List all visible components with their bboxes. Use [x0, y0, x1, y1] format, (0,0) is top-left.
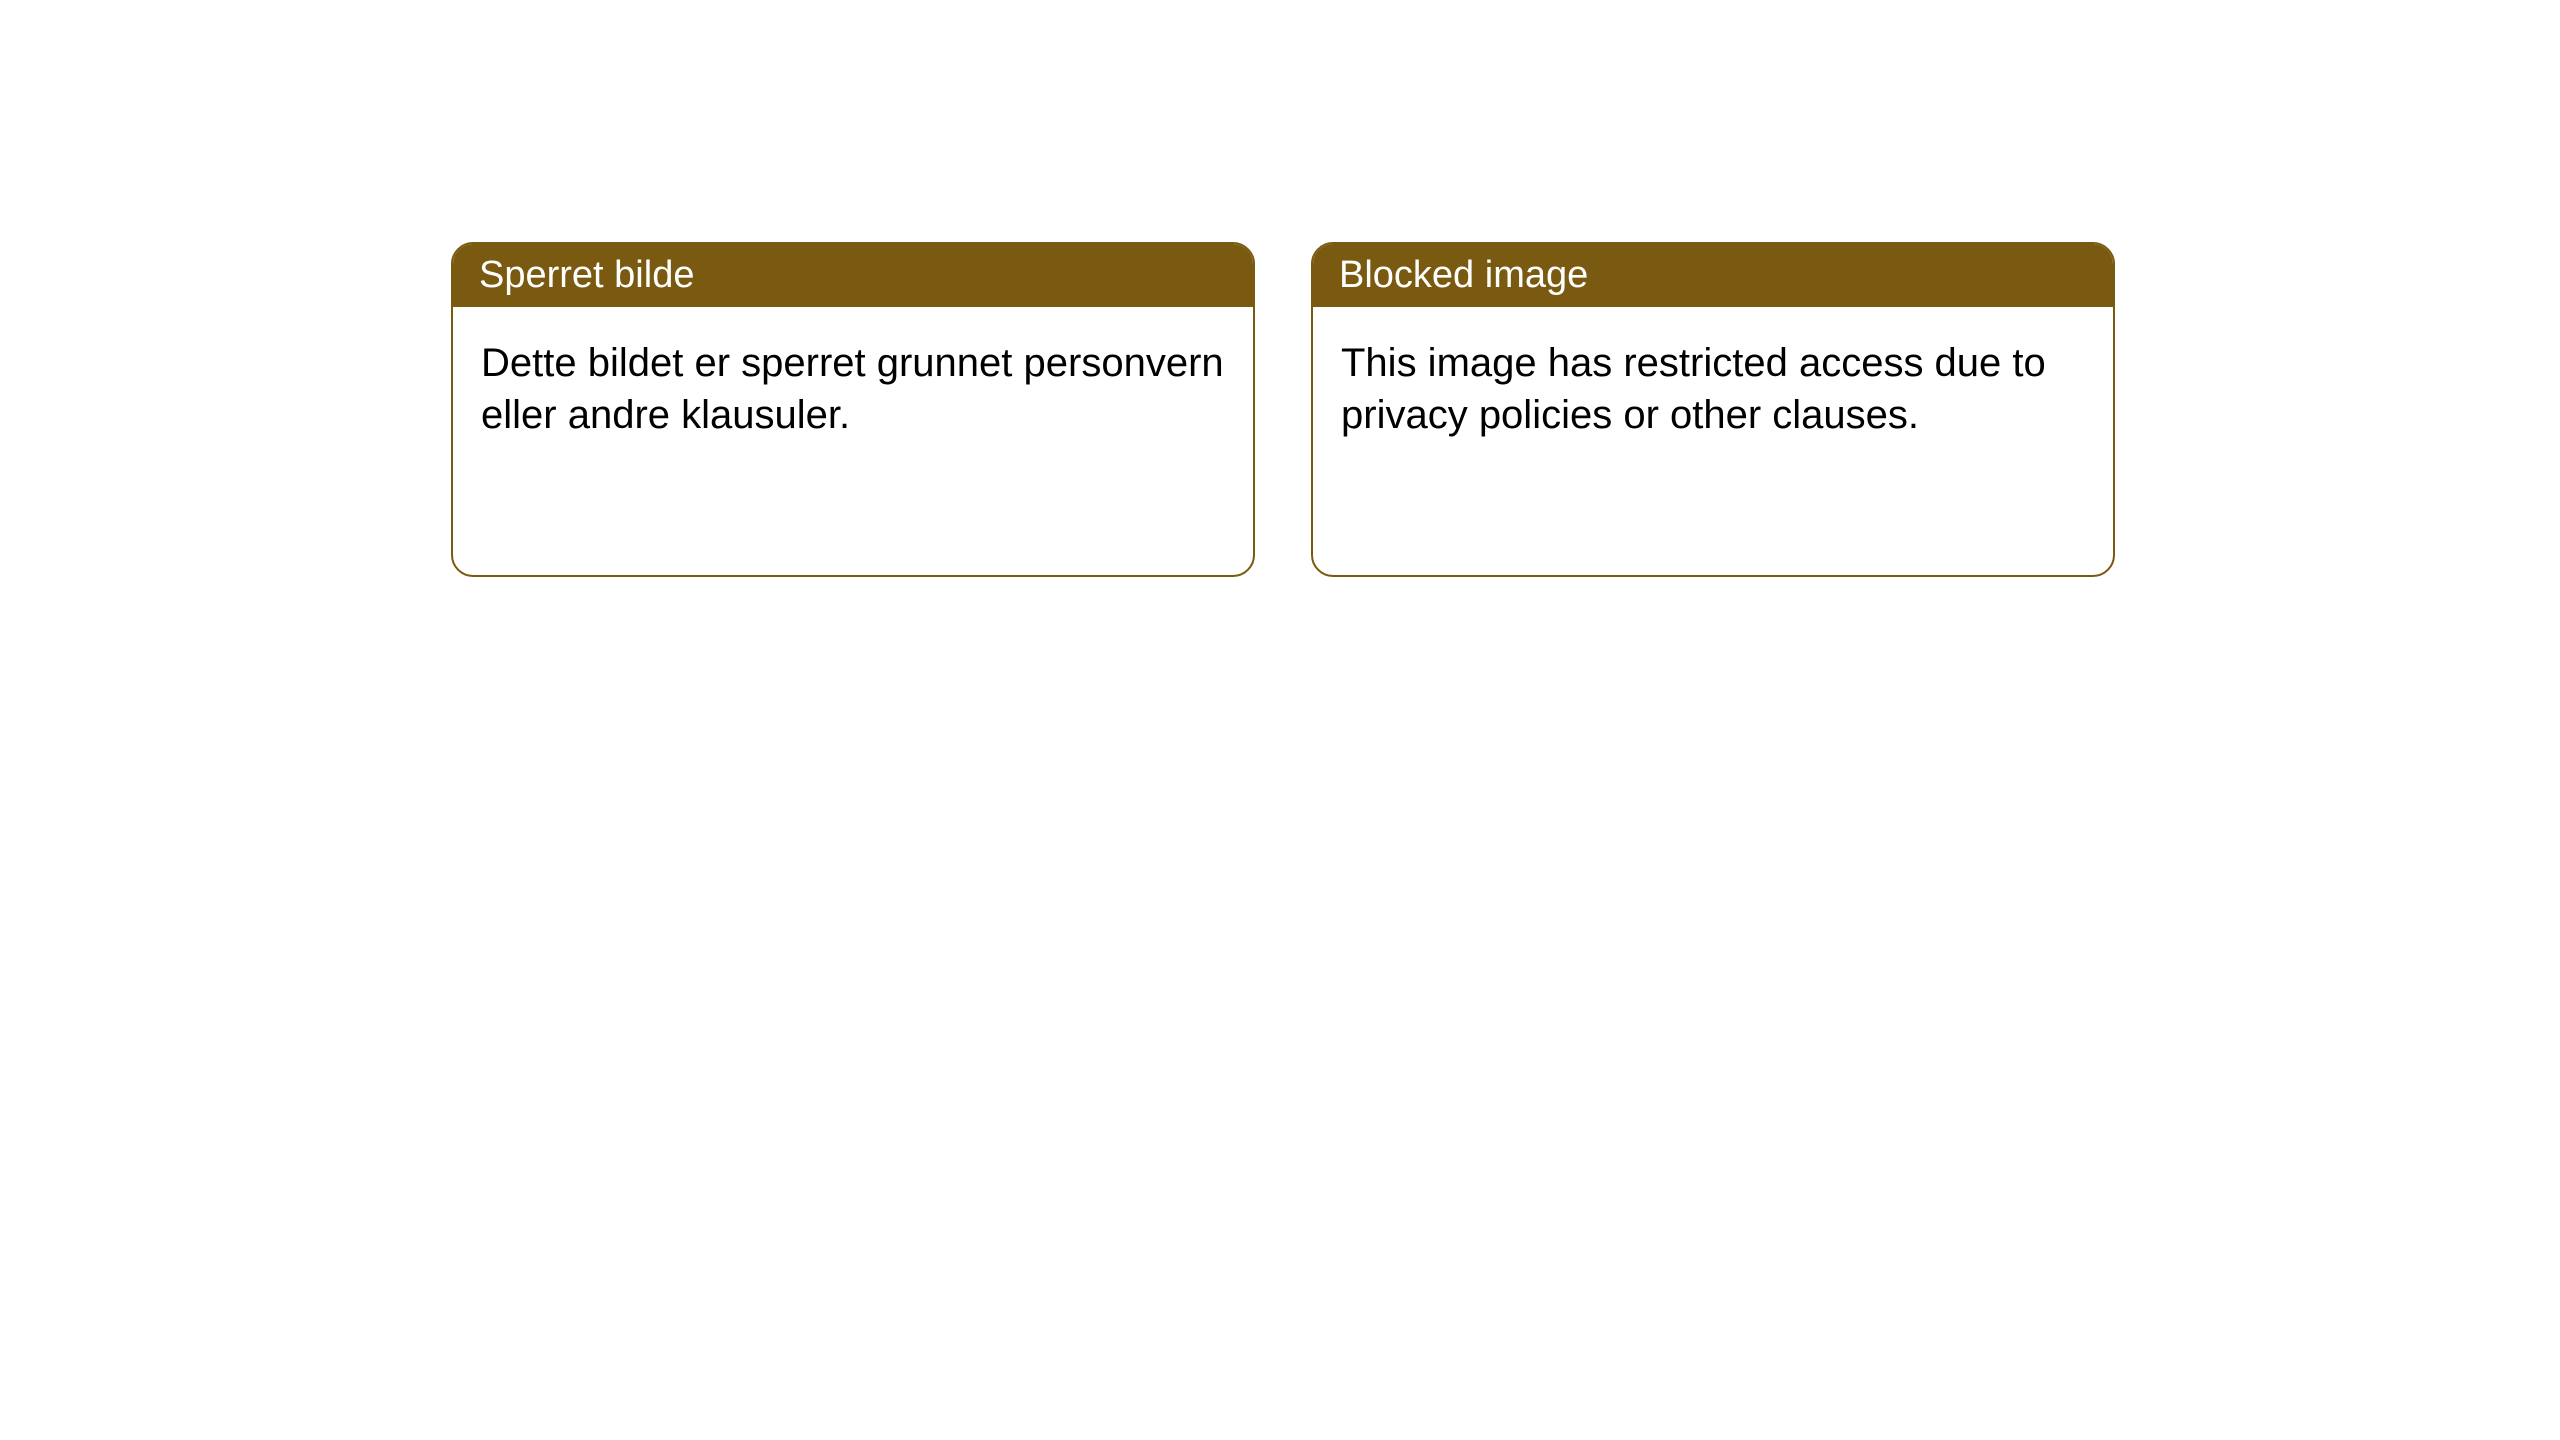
notice-container: Sperret bilde Dette bildet er sperret gr…: [0, 0, 2560, 577]
notice-text-no: Dette bildet er sperret grunnet personve…: [481, 341, 1224, 437]
notice-header-en: Blocked image: [1313, 244, 2113, 307]
notice-header-no: Sperret bilde: [453, 244, 1253, 307]
notice-body-no: Dette bildet er sperret grunnet personve…: [453, 307, 1253, 471]
notice-title-no: Sperret bilde: [479, 254, 694, 296]
notice-box-en: Blocked image This image has restricted …: [1311, 242, 2115, 577]
notice-box-no: Sperret bilde Dette bildet er sperret gr…: [451, 242, 1255, 577]
notice-title-en: Blocked image: [1339, 254, 1588, 296]
notice-text-en: This image has restricted access due to …: [1341, 341, 2046, 437]
notice-body-en: This image has restricted access due to …: [1313, 307, 2113, 471]
